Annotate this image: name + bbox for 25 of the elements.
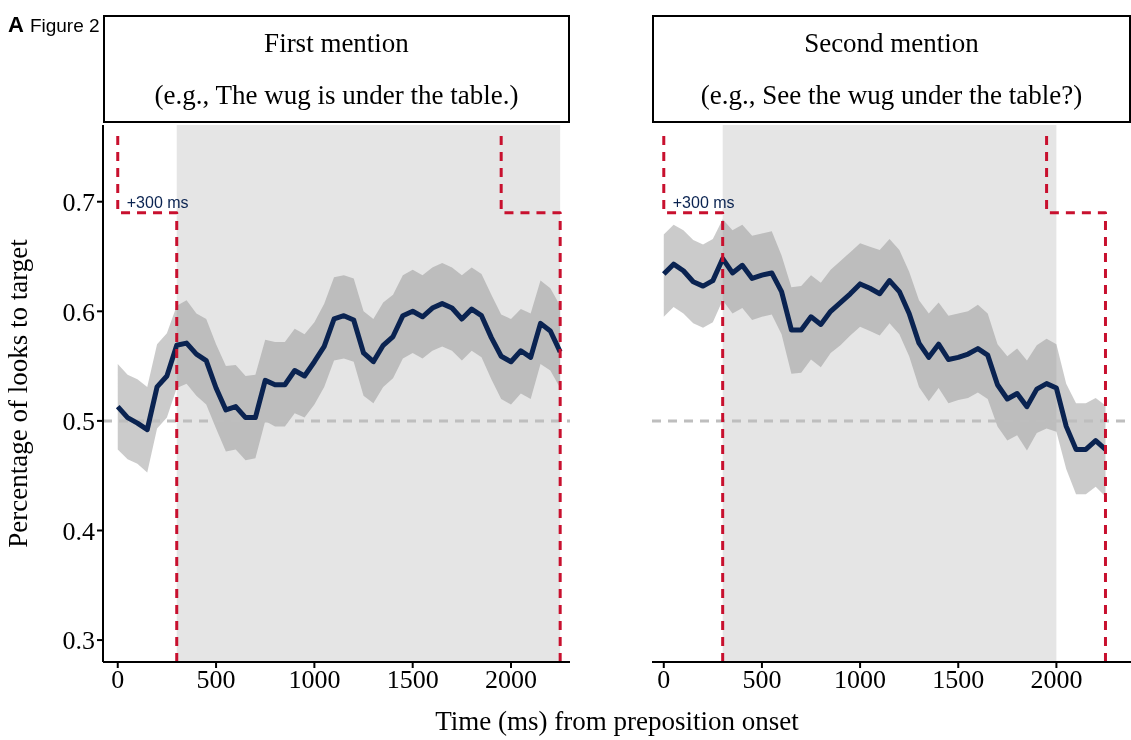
x-tick-label: 0 xyxy=(657,665,671,695)
chart-title: Second mention xyxy=(803,27,980,60)
x-tick-label: 2000 xyxy=(1030,665,1083,695)
y-tick-label: 0.4 xyxy=(62,516,95,546)
y-tick-label: 0.7 xyxy=(62,187,95,217)
y-tick-label: 0.3 xyxy=(62,626,95,656)
x-tick-label: 500 xyxy=(742,665,782,695)
x-tick-label: 500 xyxy=(196,665,236,695)
chart-subtitle: (e.g., The wug is under the table.) xyxy=(153,79,520,112)
chart-title: First mention xyxy=(263,27,410,60)
chart-subtitle: (e.g., See the wug under the table?) xyxy=(699,79,1084,112)
annotation: +300 ms xyxy=(672,192,735,213)
y-tick-label: 0.5 xyxy=(62,407,95,437)
y-tick-label: 0.6 xyxy=(62,297,95,327)
x-tick-label: 0 xyxy=(111,665,125,695)
x-tick-label: 2000 xyxy=(485,665,538,695)
x-tick-label: 1000 xyxy=(288,665,341,695)
x-tick-label: 1000 xyxy=(834,665,887,695)
y-axis-title: Percentage of looks to target xyxy=(2,238,33,548)
annotation: +300 ms xyxy=(126,192,189,213)
x-axis-title: Time (ms) from preposition onset xyxy=(434,706,800,737)
x-tick-label: 1500 xyxy=(386,665,439,695)
caption: Figure 2 xyxy=(29,15,100,37)
x-tick-label: 1500 xyxy=(932,665,985,695)
text: A xyxy=(8,12,24,38)
